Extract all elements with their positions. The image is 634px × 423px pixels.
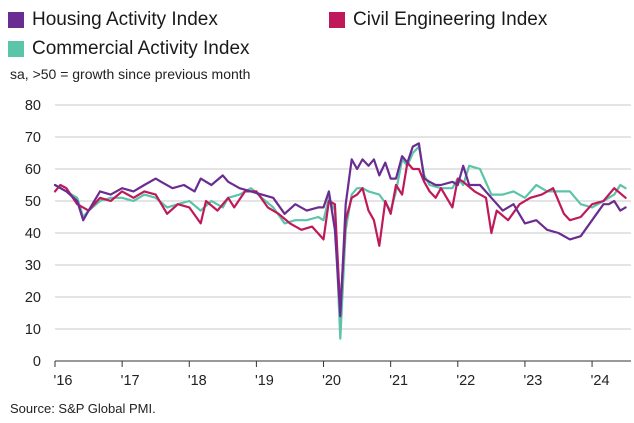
series-lines bbox=[53, 142, 627, 340]
legend-label-commercial: Commercial Activity Index bbox=[32, 38, 250, 59]
x-tick-label-4: '20 bbox=[322, 373, 341, 389]
x-axis: '16 '17 '18 '19 '20 '21 '22 '23 '24 bbox=[54, 360, 631, 389]
x-tick-label-7: '23 bbox=[523, 373, 542, 389]
x-tick-label-0: '16 bbox=[54, 373, 73, 389]
y-axis: 0 10 20 30 40 50 60 70 80 bbox=[25, 98, 41, 370]
legend-swatch-civil bbox=[329, 12, 345, 28]
x-tick-label-6: '22 bbox=[456, 373, 475, 389]
y-tick-label-20: 20 bbox=[25, 290, 41, 306]
chart-source: Source: S&P Global PMI. bbox=[10, 401, 156, 416]
y-tick-label-50: 50 bbox=[25, 194, 41, 210]
x-tick-label-5: '21 bbox=[389, 373, 408, 389]
series-line-civil-engineering-index bbox=[53, 161, 627, 311]
legend-item-housing: Housing Activity Index bbox=[8, 9, 218, 31]
legend-swatch-commercial bbox=[8, 41, 24, 57]
y-tick-label-0: 0 bbox=[33, 354, 41, 370]
legend-item-commercial: Commercial Activity Index bbox=[8, 38, 250, 60]
series-line-housing-activity-index bbox=[53, 142, 627, 318]
x-tick-label-1: '17 bbox=[121, 373, 140, 389]
y-tick-label-10: 10 bbox=[25, 322, 41, 338]
y-tick-label-70: 70 bbox=[25, 130, 41, 146]
y-tick-label-60: 60 bbox=[25, 162, 41, 178]
x-tick-label-3: '19 bbox=[255, 373, 274, 389]
y-tick-label-40: 40 bbox=[25, 226, 41, 242]
chart-subtitle: sa, >50 = growth since previous month bbox=[10, 66, 251, 82]
legend: Housing Activity Index Civil Engineering… bbox=[8, 6, 628, 64]
x-tick-label-8: '24 bbox=[591, 373, 610, 389]
y-tick-label-30: 30 bbox=[25, 258, 41, 274]
legend-label-housing: Housing Activity Index bbox=[32, 9, 218, 30]
legend-item-civil: Civil Engineering Index bbox=[329, 9, 547, 31]
legend-swatch-housing bbox=[8, 12, 24, 28]
y-tick-label-80: 80 bbox=[25, 98, 41, 114]
legend-label-civil: Civil Engineering Index bbox=[353, 9, 548, 30]
x-tick-label-2: '18 bbox=[188, 373, 207, 389]
